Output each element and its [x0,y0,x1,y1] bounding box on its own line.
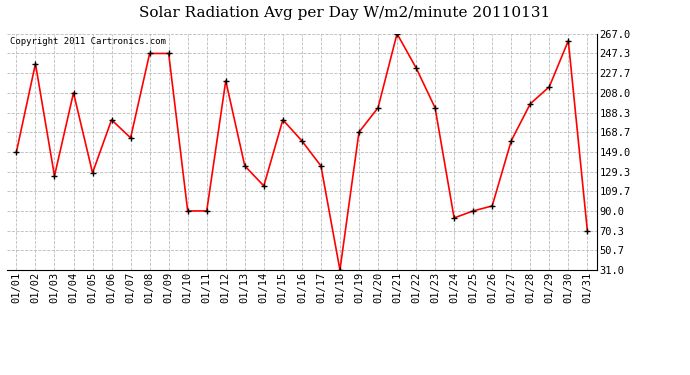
Text: Solar Radiation Avg per Day W/m2/minute 20110131: Solar Radiation Avg per Day W/m2/minute … [139,6,551,20]
Text: Copyright 2011 Cartronics.com: Copyright 2011 Cartronics.com [10,37,166,46]
